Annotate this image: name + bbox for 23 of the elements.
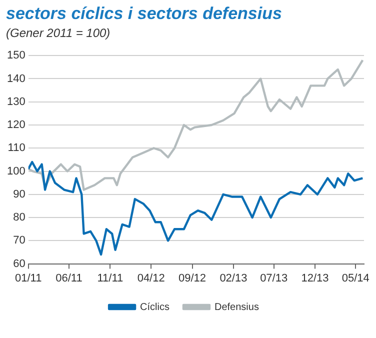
- y-tick-label: 70: [13, 234, 26, 247]
- x-tick-label: 07/13: [260, 272, 288, 284]
- x-tick-label: 04/12: [137, 272, 165, 284]
- chart-title: sectors cíclics i sectors defensius: [6, 4, 282, 24]
- x-tick-label: 02/13: [220, 272, 248, 284]
- x-tick-label: 01/11: [14, 272, 42, 284]
- x-tick-label: 12/13: [301, 272, 329, 284]
- y-tick-label: 90: [13, 188, 26, 200]
- x-tick-label: 06/11: [56, 272, 82, 284]
- legend-label: Defensius: [214, 302, 259, 313]
- y-tick-label: 60: [13, 258, 26, 270]
- y-tick-label: 140: [6, 72, 26, 85]
- chart-subtitle: (Gener 2011 = 100): [6, 26, 110, 40]
- x-tick-label: 11/11: [97, 272, 124, 284]
- y-tick-label: 100: [6, 165, 26, 178]
- y-tick-label: 110: [8, 142, 26, 154]
- legend-label: Cíclics: [140, 302, 170, 313]
- y-tick-label: 120: [6, 119, 26, 132]
- y-tick-label: 150: [6, 50, 26, 62]
- x-tick-label: 05/14: [342, 272, 370, 284]
- y-tick-label: 130: [6, 96, 26, 108]
- x-tick-label: 09/12: [178, 272, 206, 284]
- y-tick-label: 80: [13, 212, 26, 224]
